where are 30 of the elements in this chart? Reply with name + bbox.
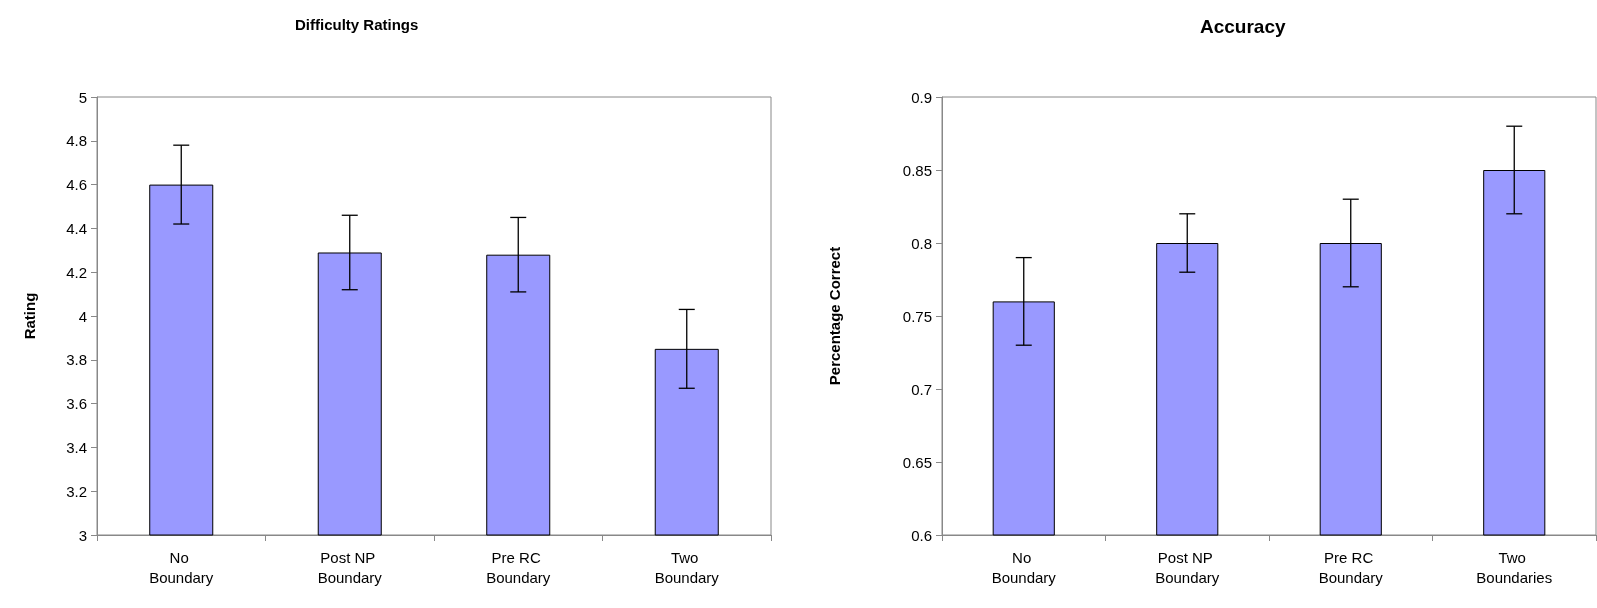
y-tick-label: 4.2: [66, 263, 87, 281]
y-tick-label: 0.7: [911, 380, 932, 398]
x-tick-label: No Boundary: [991, 548, 1057, 586]
y-tick-label: 0.85: [902, 161, 932, 179]
x-tick-label: Post NP Boundary: [317, 548, 383, 586]
y-tick-label: 4.4: [66, 219, 87, 237]
y-tick-label: 3.2: [66, 482, 87, 500]
chart-title: Accuracy: [1200, 16, 1286, 37]
x-tick-label: Two Boundary: [654, 548, 720, 586]
y-tick-label: 3.4: [66, 438, 87, 456]
y-tick-label: 0.9: [911, 88, 932, 106]
chart-title: Difficulty Ratings: [295, 16, 419, 33]
y-tick-label: 4: [78, 307, 87, 325]
x-tick-label: Pre RC Boundary: [486, 548, 551, 586]
x-tick-label: Two Boundaries: [1476, 548, 1553, 586]
y-tick-label: 3: [78, 526, 87, 544]
y-tick-label: 0.75: [902, 307, 932, 325]
x-tick-label: Pre RC Boundary: [1318, 548, 1384, 586]
y-tick-label: 5: [78, 88, 87, 106]
y-tick-label: 3.8: [66, 351, 87, 369]
y-tick-label: 0.6: [911, 526, 932, 544]
y-tick-label: 4.6: [66, 176, 87, 194]
y-tick-label: 4.8: [66, 132, 87, 150]
x-tick-label: No Boundary: [149, 548, 214, 586]
x-tick-label: Post NP Boundary: [1155, 548, 1220, 586]
y-axis-title: Rating: [21, 292, 38, 340]
y-axis-title: Percentage Correct: [826, 246, 843, 386]
y-tick-label: 0.65: [902, 453, 932, 471]
y-tick-label: 0.8: [911, 234, 932, 252]
y-tick-label: 3.6: [66, 395, 87, 413]
